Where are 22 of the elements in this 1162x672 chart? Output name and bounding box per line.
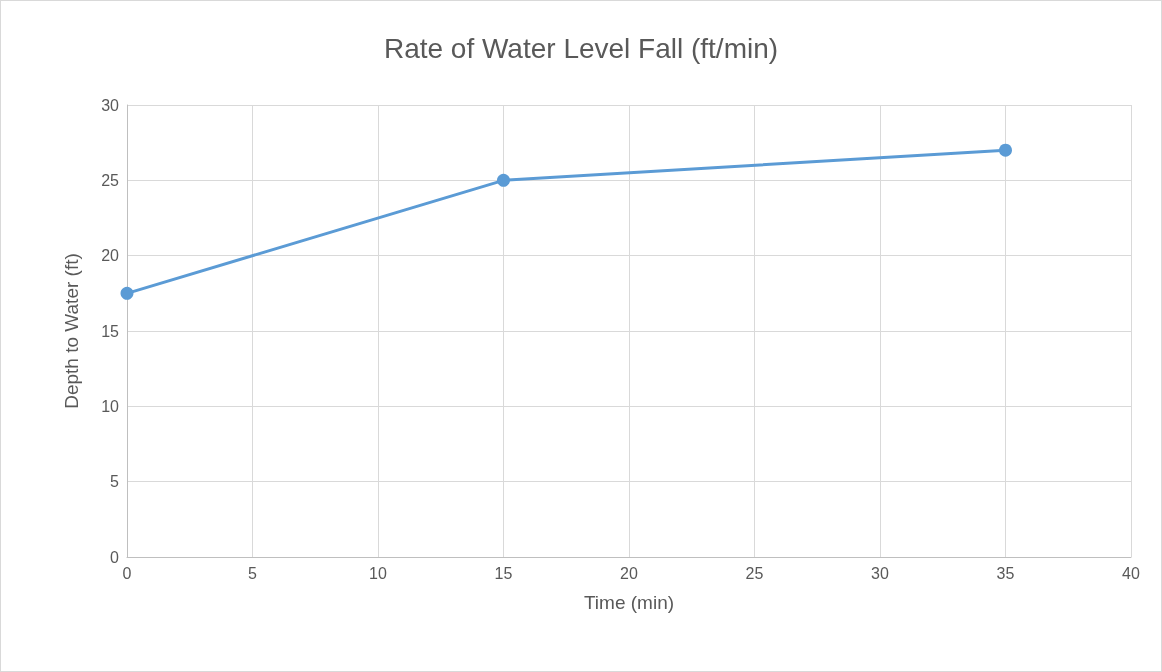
point bbox=[999, 143, 1012, 157]
point bbox=[120, 286, 134, 300]
y-tick-label: 10 bbox=[101, 397, 120, 415]
x-tick-label: 35 bbox=[996, 564, 1015, 582]
y-tick-label: 25 bbox=[101, 171, 120, 189]
point bbox=[497, 173, 510, 187]
x-tick-label: 15 bbox=[494, 564, 513, 582]
y-tick-label: 30 bbox=[101, 96, 120, 114]
x-tick-label: 20 bbox=[620, 564, 638, 582]
x-tick-label: 5 bbox=[248, 564, 258, 582]
y-tick-label: 5 bbox=[110, 473, 120, 491]
x-tick-label: 0 bbox=[122, 564, 132, 582]
y-axis-title: Depth to Water (ft) bbox=[61, 253, 82, 409]
x-tick-label: 10 bbox=[369, 564, 387, 582]
x-tick-label: 30 bbox=[871, 564, 889, 582]
y-tick-label: 0 bbox=[110, 548, 120, 566]
x-axis-title: Time (min) bbox=[583, 592, 675, 613]
y-tick-label: 20 bbox=[101, 247, 120, 265]
chart-title: Rate of Water Level Fall (ft/min) bbox=[383, 32, 779, 64]
x-tick-label: 40 bbox=[1122, 564, 1140, 582]
x-tick-label: 25 bbox=[745, 564, 764, 582]
y-tick-label: 15 bbox=[101, 322, 120, 340]
